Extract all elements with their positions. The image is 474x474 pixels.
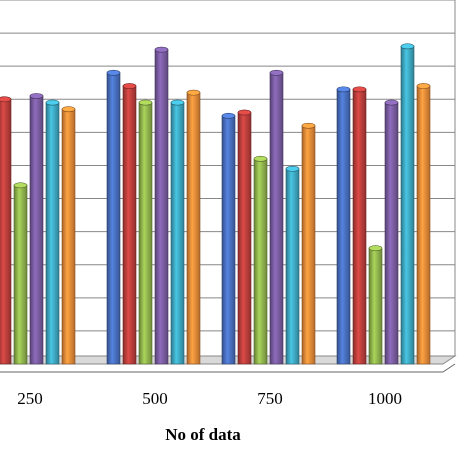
bar [61, 106, 76, 365]
bar-cap [352, 86, 367, 93]
bar [170, 99, 185, 365]
bar [106, 69, 121, 365]
x-axis-edge [442, 363, 456, 373]
bar [416, 83, 431, 365]
bar-cap [368, 245, 383, 252]
bar-cap [0, 96, 12, 103]
bar-body [45, 102, 60, 365]
bar [384, 99, 399, 365]
bar-cap [336, 86, 351, 93]
x-tick-label: 500 [142, 389, 168, 408]
bar-cap [237, 109, 252, 116]
bar-cap [384, 99, 399, 106]
bar-cap [269, 69, 284, 76]
bar-body [0, 98, 12, 365]
bar-cap [29, 93, 44, 99]
bar [122, 83, 137, 365]
x-tick-label: 250 [17, 389, 43, 408]
bar [138, 99, 153, 365]
bar-body [336, 89, 351, 365]
bar [45, 99, 60, 365]
bar-cap [106, 69, 121, 76]
bar-body [170, 102, 185, 365]
bar [269, 69, 284, 365]
bar-body [384, 102, 399, 365]
bar-cap [170, 99, 185, 106]
bar-body [285, 168, 300, 365]
bar-cap [186, 89, 201, 96]
bar [285, 165, 300, 365]
bar [368, 245, 383, 365]
bar-cap [122, 83, 137, 89]
bars [0, 43, 431, 365]
bar [186, 89, 201, 365]
bar [400, 43, 415, 365]
bar-body [138, 102, 153, 365]
bar-body [237, 112, 252, 365]
bar [154, 46, 169, 365]
bar-cap [45, 99, 60, 106]
bar-body [368, 247, 383, 365]
bar-body [301, 125, 316, 365]
x-tick-label: 750 [257, 389, 283, 408]
bar-cap [61, 106, 76, 113]
bar [13, 182, 28, 365]
bar-body [122, 85, 137, 365]
bar-body [400, 46, 415, 365]
bar-body [106, 72, 121, 365]
x-tick-labels: 250 500 750 1000 [17, 389, 402, 408]
bar-body [61, 108, 76, 365]
bar-cap [416, 83, 431, 89]
x-tick-label: 1000 [368, 389, 402, 408]
bar [336, 86, 351, 365]
bar-cap [221, 112, 236, 119]
bar-body [269, 72, 284, 365]
bar-body [352, 89, 367, 365]
bar-cap [301, 122, 316, 129]
bar [221, 112, 236, 365]
bar-body [13, 185, 28, 365]
bar-cap [285, 165, 300, 172]
bar-cap [13, 182, 28, 189]
bar-cap [138, 99, 153, 106]
bar-body [253, 158, 268, 365]
x-axis-title: No of data [165, 425, 241, 444]
bar [352, 86, 367, 365]
bar-body [154, 49, 169, 365]
bar-body [29, 95, 44, 365]
bar [237, 109, 252, 365]
bar-cap [154, 46, 169, 53]
bar-body [416, 85, 431, 365]
bar-body [221, 115, 236, 365]
bar [253, 155, 268, 365]
bar-cap [400, 43, 415, 50]
bar-body [186, 92, 201, 365]
bar [0, 96, 12, 365]
bar-cap [253, 155, 268, 162]
bar [29, 93, 44, 365]
bar [301, 122, 316, 365]
